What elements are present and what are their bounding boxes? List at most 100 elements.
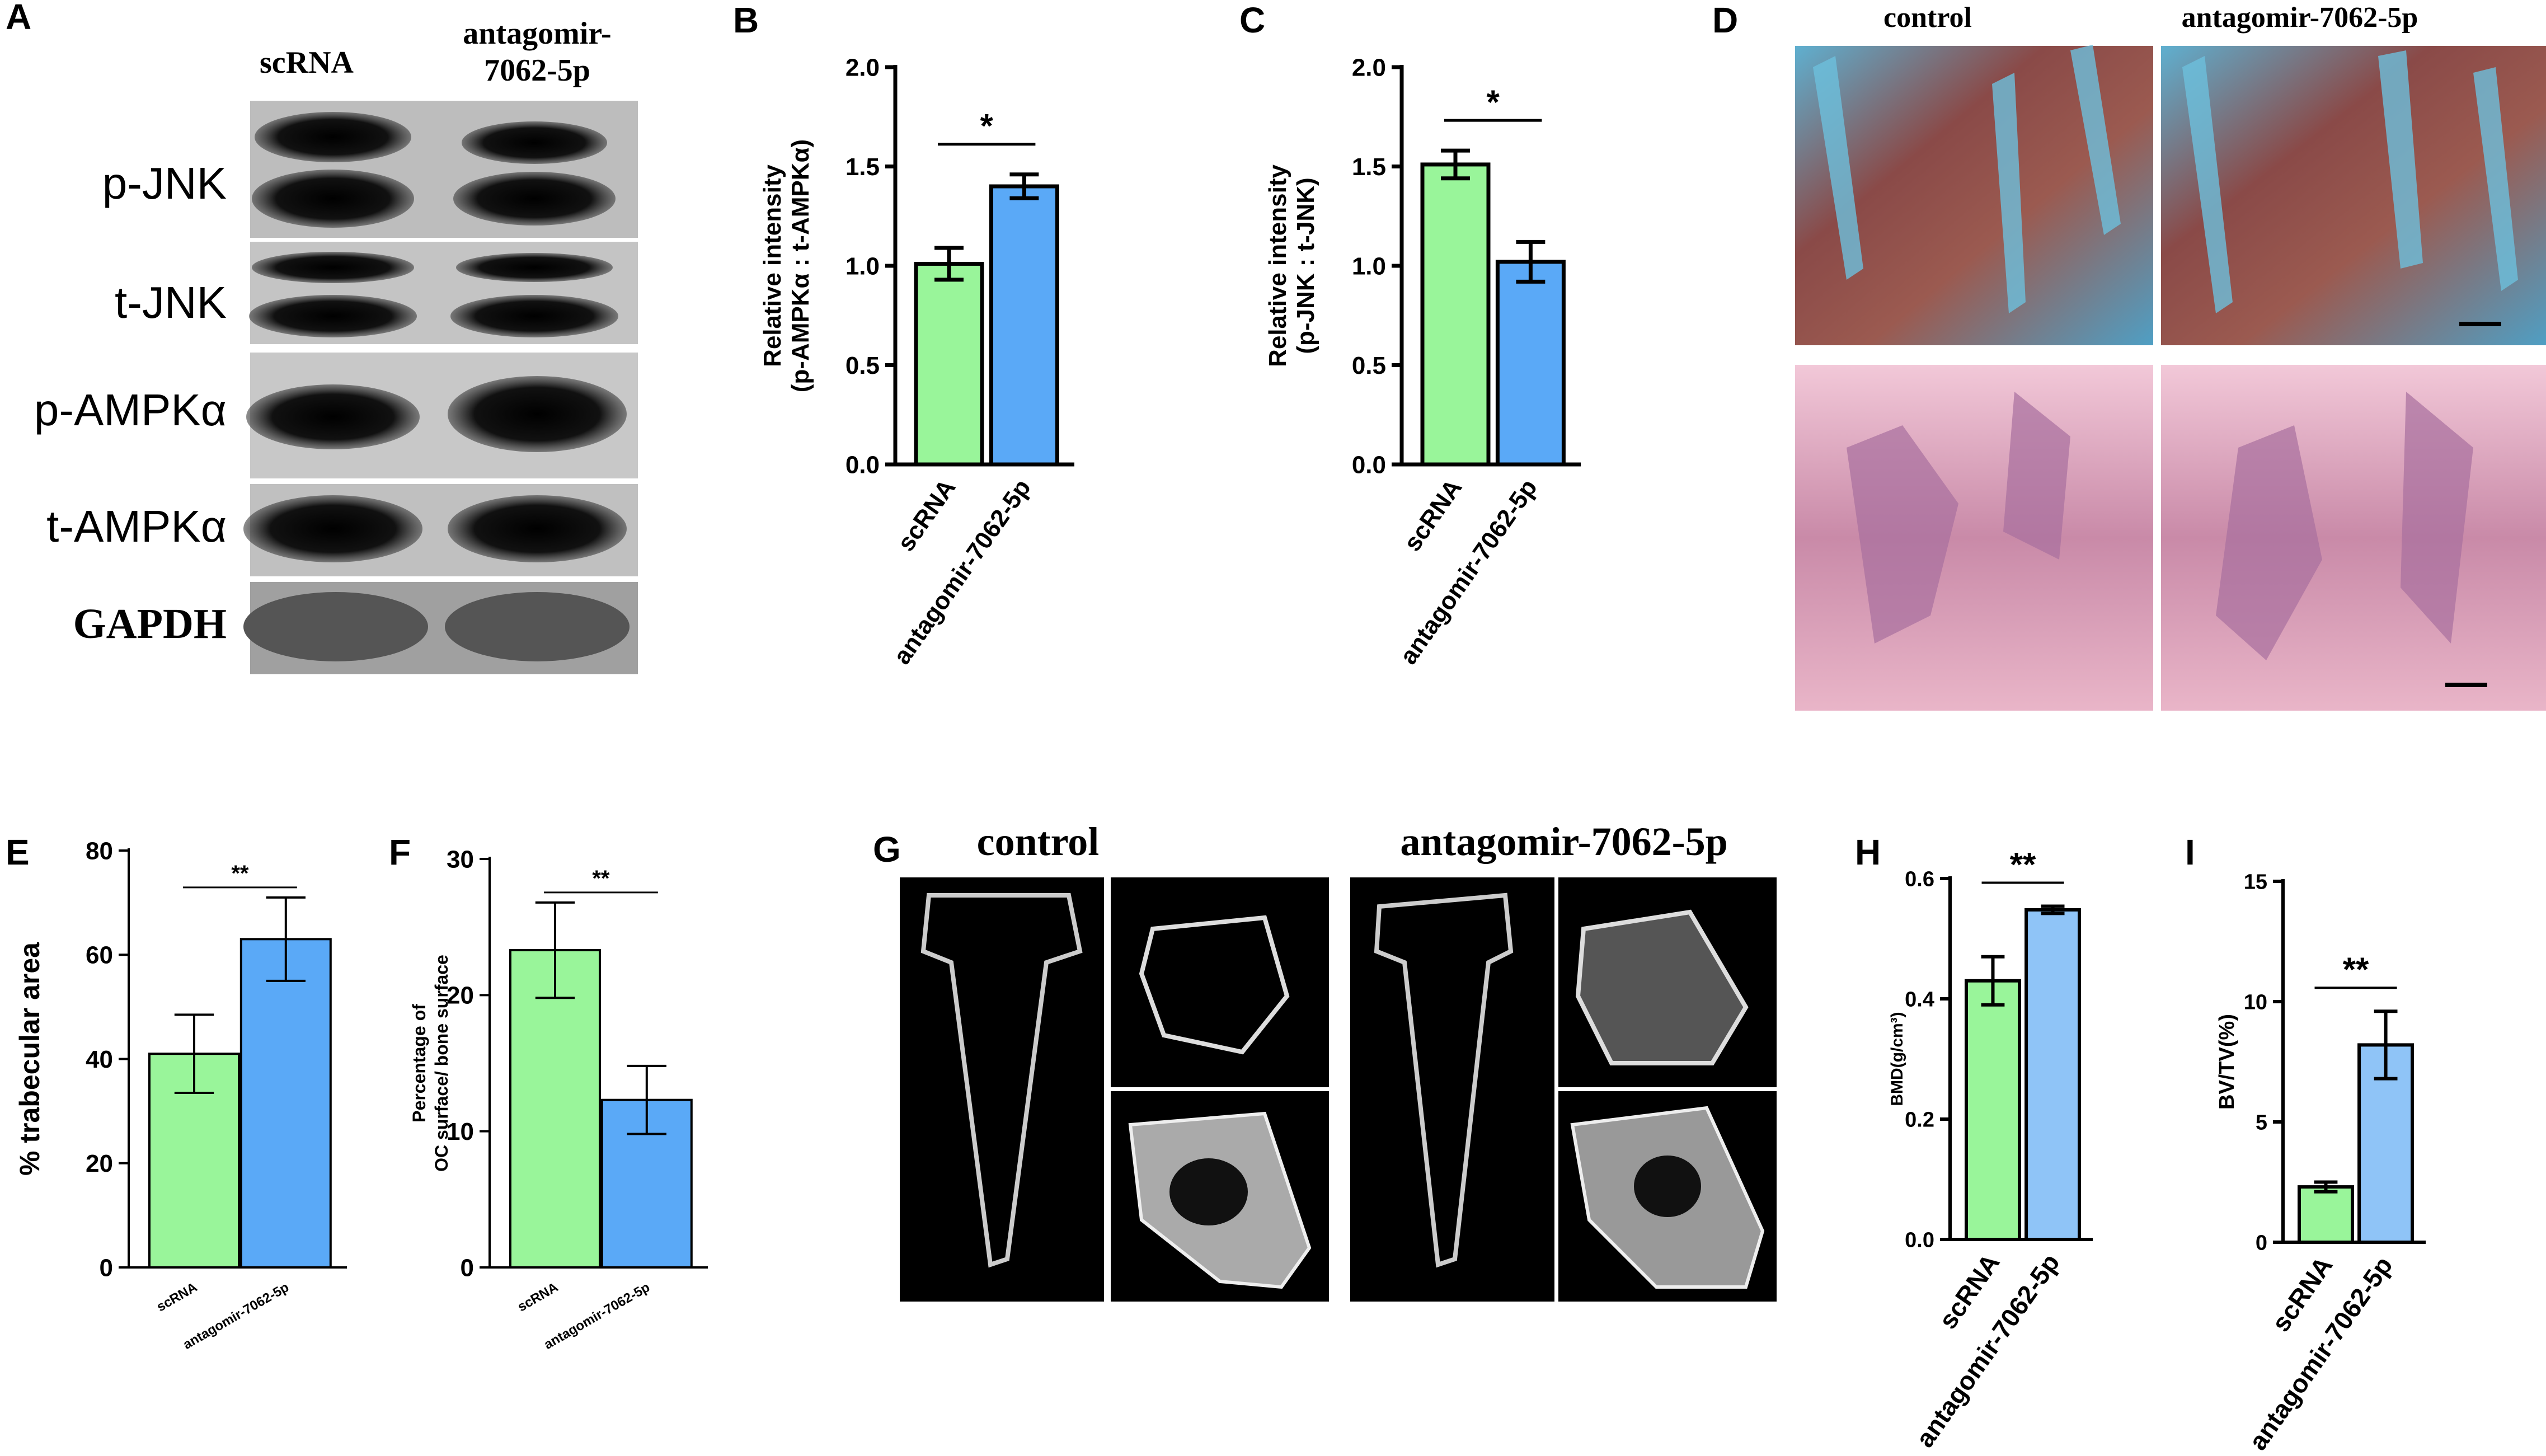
x-tick-label: scRNA <box>515 1280 561 1315</box>
y-tick-label: 0 <box>461 1254 474 1281</box>
band <box>445 592 630 661</box>
panel-letter-f: F <box>389 832 411 872</box>
significance-label: ** <box>2343 951 2369 988</box>
x-tick-label: scRNA <box>892 475 961 556</box>
y-tick-label: 10 <box>2244 990 2267 1014</box>
microct-label-control: control <box>977 819 1100 864</box>
panel-letter-b: B <box>733 0 759 40</box>
y-tick-label: 0.4 <box>1905 988 1934 1011</box>
y-axis-label: Relative intensity <box>1264 165 1291 367</box>
y-tick-label: 0.0 <box>845 451 880 478</box>
y-axis-label-line2: OC surface/ bone surface <box>431 955 452 1172</box>
panel-letter-a: A <box>6 0 31 37</box>
y-tick-label: 0.2 <box>1905 1108 1934 1131</box>
bar-scrna <box>2298 1185 2354 1244</box>
y-tick-label: 0 <box>100 1254 113 1281</box>
scale-bar <box>2459 322 2501 326</box>
panel-letter-h: H <box>1855 832 1881 872</box>
scale-bar <box>2445 683 2487 687</box>
band <box>246 384 420 449</box>
trap-image-control <box>1795 365 2153 711</box>
band <box>462 121 607 164</box>
y-tick-label: 2.0 <box>845 54 880 81</box>
blot-label-p-jnk: p-JNK <box>102 158 227 208</box>
chart-h: H0.00.20.40.6BMD(g/cm³)scRNAantagomir-70… <box>1855 832 2093 1453</box>
panel-g: G control antagomir-7062-5p <box>873 819 1777 1302</box>
bar-scrna <box>509 949 601 1269</box>
significance-label: ** <box>231 861 249 886</box>
band <box>456 253 613 282</box>
y-tick-label: 60 <box>86 942 113 969</box>
lane-label-scrna: scRNA <box>260 45 354 80</box>
y-tick-label: 40 <box>86 1046 113 1073</box>
y-tick-label: 0.0 <box>1352 451 1386 478</box>
y-tick-label: 1.5 <box>845 153 880 181</box>
bar-antagomir <box>2024 908 2082 1241</box>
y-axis-label-line2: (p-AMPKα : t-AMPKα) <box>787 139 814 392</box>
y-tick-label: 1.0 <box>845 252 880 280</box>
band <box>249 295 417 337</box>
panel-a: A scRNA antagomir- 7062-5p p-JNK t-JNK p… <box>6 0 638 674</box>
band <box>448 495 627 562</box>
bar-antagomir <box>989 184 1059 467</box>
significance-label: * <box>980 107 994 145</box>
bar-scrna <box>914 261 984 467</box>
blot-label-p-ampk: p-AMPKα <box>34 385 227 435</box>
blot-label-t-jnk: t-JNK <box>115 278 227 327</box>
microct-cross-section-control <box>1111 877 1329 1087</box>
y-axis-label: % trabecular area <box>14 942 45 1176</box>
y-tick-label: 0.6 <box>1905 867 1934 891</box>
band <box>450 295 618 337</box>
histology-label-antagomir: antagomir-7062-5p <box>2182 2 2418 34</box>
lane-label-antagomir-line1: antagomir- <box>463 16 611 51</box>
blot-label-gapdh: GAPDH <box>73 600 227 647</box>
chart-b: B 0.0 0.5 1.0 1.5 2.0 Relative intensity (p-AMP… <box>733 0 1074 669</box>
bar-scrna <box>1420 162 1491 467</box>
x-tick-label: scRNA <box>154 1280 200 1315</box>
y-tick-label: 1.5 <box>1352 153 1386 181</box>
significance-label: * <box>1487 83 1500 121</box>
significance-label: ** <box>592 866 610 891</box>
band <box>448 376 627 452</box>
band <box>252 170 414 228</box>
y-tick-label: 0.5 <box>845 352 880 379</box>
lane-label-antagomir-line2: 7062-5p <box>484 53 590 88</box>
y-tick-label: 0 <box>2256 1231 2267 1255</box>
band <box>252 252 414 283</box>
y-axis-label-line2: (p-JNK : t-JNK) <box>1292 177 1319 354</box>
bar-antagomir <box>1495 260 1566 467</box>
y-axis-label: BMD(g/cm³) <box>1888 1012 1906 1106</box>
band <box>243 592 428 661</box>
x-tick-label: scRNA <box>1398 475 1467 556</box>
y-tick-label: 0.5 <box>1352 352 1386 379</box>
y-tick-label: 20 <box>447 982 474 1009</box>
y-tick-label: 20 <box>86 1150 113 1177</box>
trap-image-antagomir <box>2161 365 2546 711</box>
y-tick-label: 1.0 <box>1352 252 1386 280</box>
blot-label-t-ampk: t-AMPKα <box>46 501 227 551</box>
y-axis-label: Percentage of <box>409 1004 429 1122</box>
chart-f: F 0 10 20 30 Percentage of OC surface/ bone su… <box>389 832 708 1352</box>
panel-letter-c: C <box>1239 0 1265 40</box>
panel-letter-i: I <box>2185 832 2195 872</box>
y-tick-label: 80 <box>86 837 113 865</box>
y-tick-label: 0.0 <box>1905 1228 1934 1252</box>
microct-label-antagomir: antagomir-7062-5p <box>1400 819 1727 864</box>
histology-label-control: control <box>1883 2 1972 34</box>
y-axis-label: Relative intensity <box>759 165 786 367</box>
panel-d: D control antagomir-7062-5p <box>1712 0 2546 711</box>
band <box>243 495 422 562</box>
y-axis-label: BV/TV(%) <box>2215 1014 2239 1110</box>
microct-longitudinal-control <box>900 877 1104 1302</box>
bar-scrna <box>1965 979 2021 1241</box>
y-tick-label: 10 <box>447 1118 474 1145</box>
y-tick-label: 2.0 <box>1352 54 1386 81</box>
panel-letter-g: G <box>873 829 901 870</box>
y-tick-label: 5 <box>2256 1111 2267 1134</box>
panel-letter-e: E <box>6 832 30 872</box>
chart-c: C 0.0 0.5 1.0 1.5 2.0 Relative intensity (p-JNK… <box>1239 0 1581 669</box>
bar-antagomir <box>239 938 332 1269</box>
